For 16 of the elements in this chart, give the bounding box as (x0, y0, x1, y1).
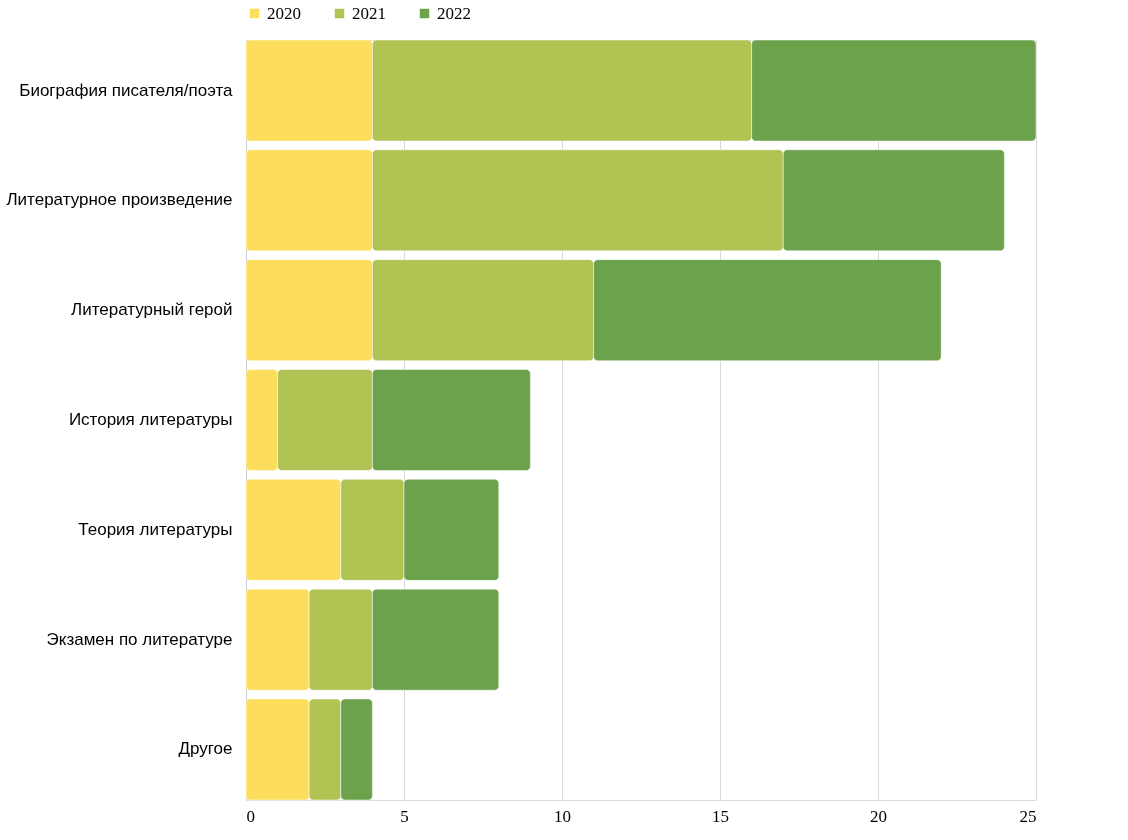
x-tick-label: 10 (554, 806, 571, 826)
x-tick-label: 15 (712, 806, 729, 826)
legend-label: 2021 (352, 3, 386, 23)
y-tick-label: Литературное произведение (6, 190, 233, 210)
y-tick-label: История литературы (68, 410, 233, 429)
y-tick-label: Другое (178, 739, 233, 759)
y-tick-label: Экзамен по литературе (46, 629, 233, 649)
y-tick-label: Литературный герой (71, 300, 233, 320)
y-tick-label: Теория литературы (78, 519, 233, 539)
x-tick-label: 25 (1019, 806, 1037, 826)
x-tick-label: 0 (246, 806, 255, 826)
legend-label: 2022 (437, 3, 471, 23)
legend-label: 2020 (267, 3, 301, 23)
y-tick-label: Биография писателя/поэта (19, 80, 234, 100)
x-tick-label: 5 (400, 806, 409, 826)
x-tick-label: 20 (870, 806, 887, 826)
